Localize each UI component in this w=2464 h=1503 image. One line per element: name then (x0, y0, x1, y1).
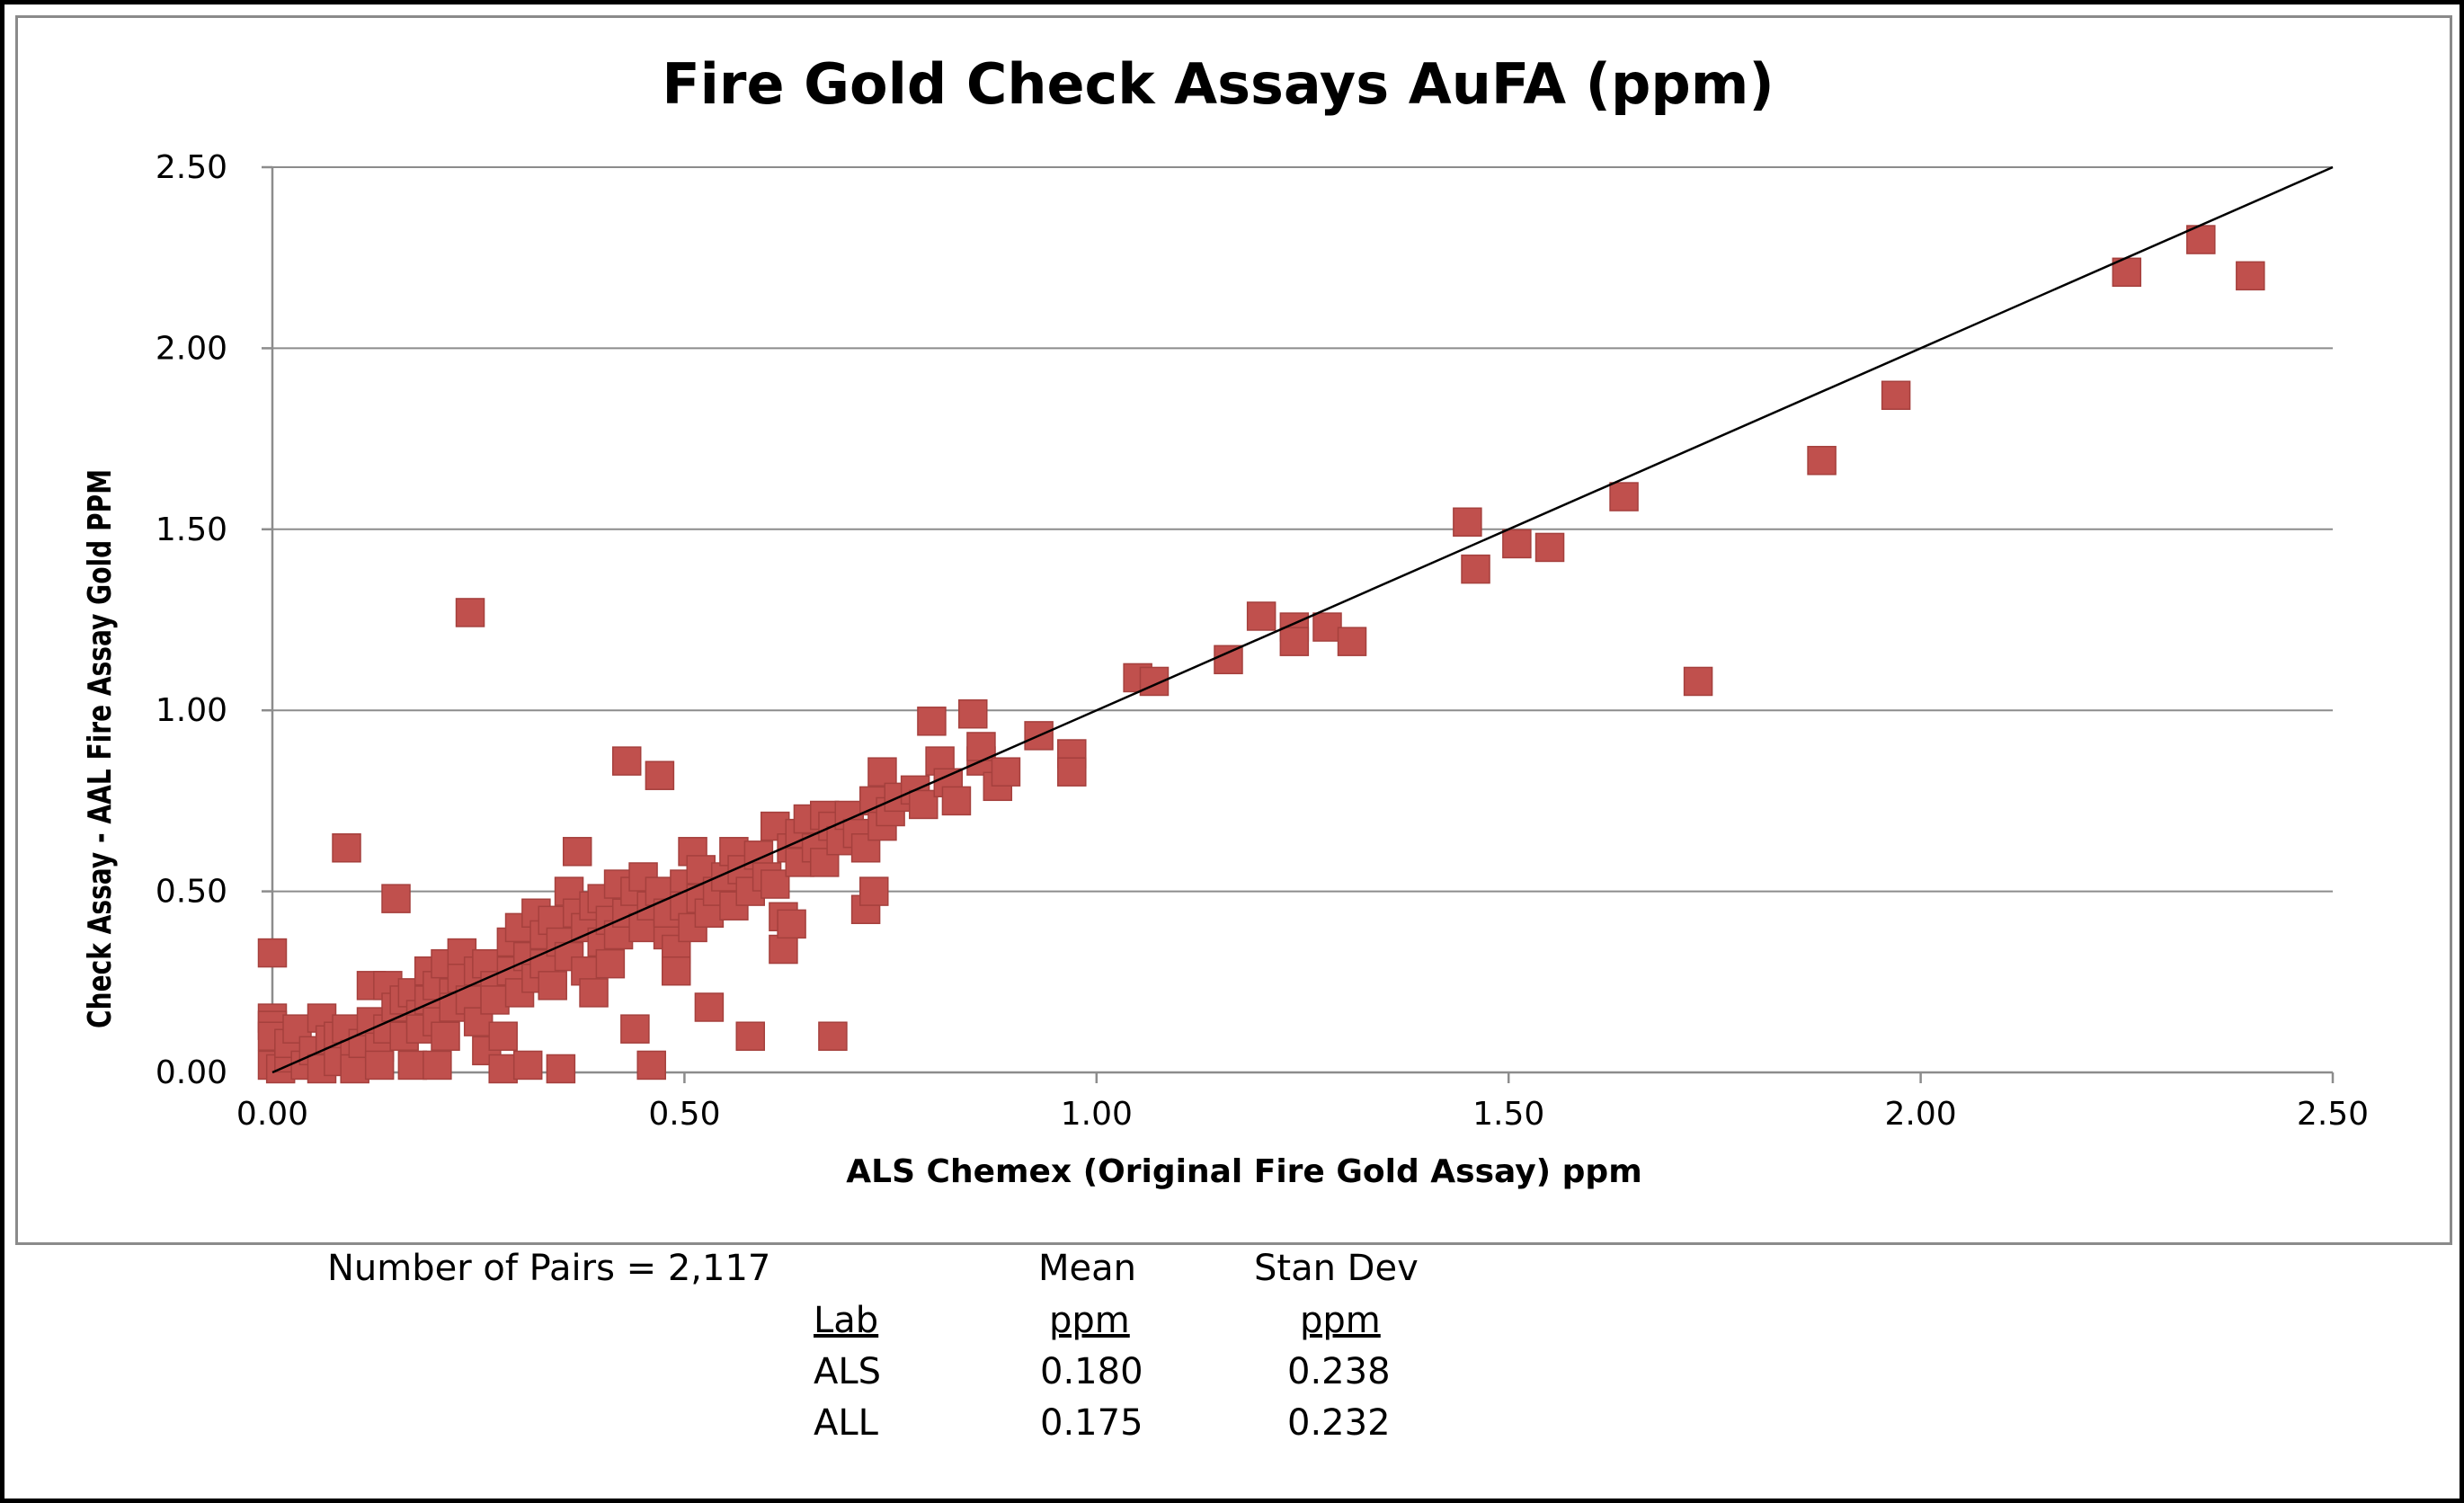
y-tick-label: 0.50 (156, 874, 227, 911)
data-point (1214, 645, 1243, 675)
y-tick-label: 0.00 (156, 1054, 227, 1091)
data-point (579, 978, 609, 1008)
data-point (1461, 554, 1490, 584)
data-point (645, 760, 675, 790)
data-point (257, 938, 288, 968)
data-point (340, 1054, 369, 1084)
data-point (364, 1050, 395, 1081)
data-points (257, 225, 2265, 1084)
data-point (1246, 601, 1276, 631)
y-tick-labels: 0.00 0.50 1.00 1.50 2.00 2.50 (156, 149, 272, 1091)
data-point (1502, 529, 1532, 559)
data-point (488, 1021, 518, 1051)
data-point (1807, 446, 1837, 476)
data-point (694, 992, 725, 1022)
data-point (991, 757, 1021, 787)
data-point (1534, 532, 1565, 563)
data-point (546, 1054, 576, 1084)
data-point (1453, 507, 1482, 537)
data-point (636, 1050, 666, 1081)
chart-title: Fire Gold Check Assays AuFA (ppm) (662, 51, 1774, 117)
data-point (867, 757, 897, 787)
data-point (1337, 627, 1367, 656)
data-point (735, 1021, 765, 1051)
axes (271, 167, 2333, 1074)
x-tick-label: 0.50 (648, 1096, 720, 1133)
data-point (760, 869, 790, 899)
data-point (1881, 380, 1911, 411)
data-point (423, 1050, 452, 1081)
data-point (818, 1021, 848, 1051)
data-point (512, 1050, 543, 1081)
data-point (595, 948, 626, 979)
data-point (431, 1021, 460, 1051)
data-point (488, 1054, 518, 1084)
data-point (538, 971, 567, 1001)
data-point (620, 1014, 650, 1044)
data-point (282, 1014, 312, 1044)
y-tick-label: 1.50 (156, 511, 227, 548)
data-point (777, 909, 806, 939)
data-point (562, 837, 592, 867)
data-point (455, 598, 485, 627)
data-point (1279, 627, 1310, 656)
data-point (2236, 261, 2265, 291)
data-point (661, 956, 691, 986)
data-point (480, 985, 510, 1015)
data-point (769, 934, 798, 965)
x-tick-label: 0.00 (236, 1096, 308, 1133)
data-point (1609, 482, 1639, 511)
data-point (332, 833, 361, 863)
x-tick-label: 2.50 (2297, 1096, 2369, 1133)
x-axis-label: ALS Chemex (Original Fire Gold Assay) pp… (846, 1153, 1641, 1190)
x-tick-labels: 0.00 0.50 1.00 1.50 2.00 2.50 (236, 1072, 2369, 1133)
data-point (1683, 666, 1713, 697)
data-point (611, 746, 642, 776)
data-point (397, 1050, 428, 1081)
x-tick-label: 1.00 (1061, 1096, 1133, 1133)
reference-line (271, 165, 2334, 1074)
data-point (909, 789, 938, 820)
x-tick-label: 2.00 (1885, 1096, 1957, 1133)
x-tick-label: 1.50 (1472, 1096, 1544, 1133)
data-point (381, 884, 411, 913)
y-tick-label: 1.00 (156, 692, 227, 729)
data-point (1312, 612, 1342, 642)
chart-area-border (15, 15, 2452, 1245)
y-axis-label: Check Assay - AAL Fire Assay Gold PPM (81, 469, 119, 1028)
y-tick-label: 2.00 (156, 330, 227, 367)
gridlines (272, 166, 2333, 893)
data-point (917, 707, 947, 736)
y-tick-label: 2.50 (156, 149, 227, 186)
data-point (850, 833, 881, 863)
data-point (1057, 757, 1087, 787)
data-point (941, 786, 972, 816)
data-point (859, 876, 889, 906)
data-point (958, 698, 988, 729)
